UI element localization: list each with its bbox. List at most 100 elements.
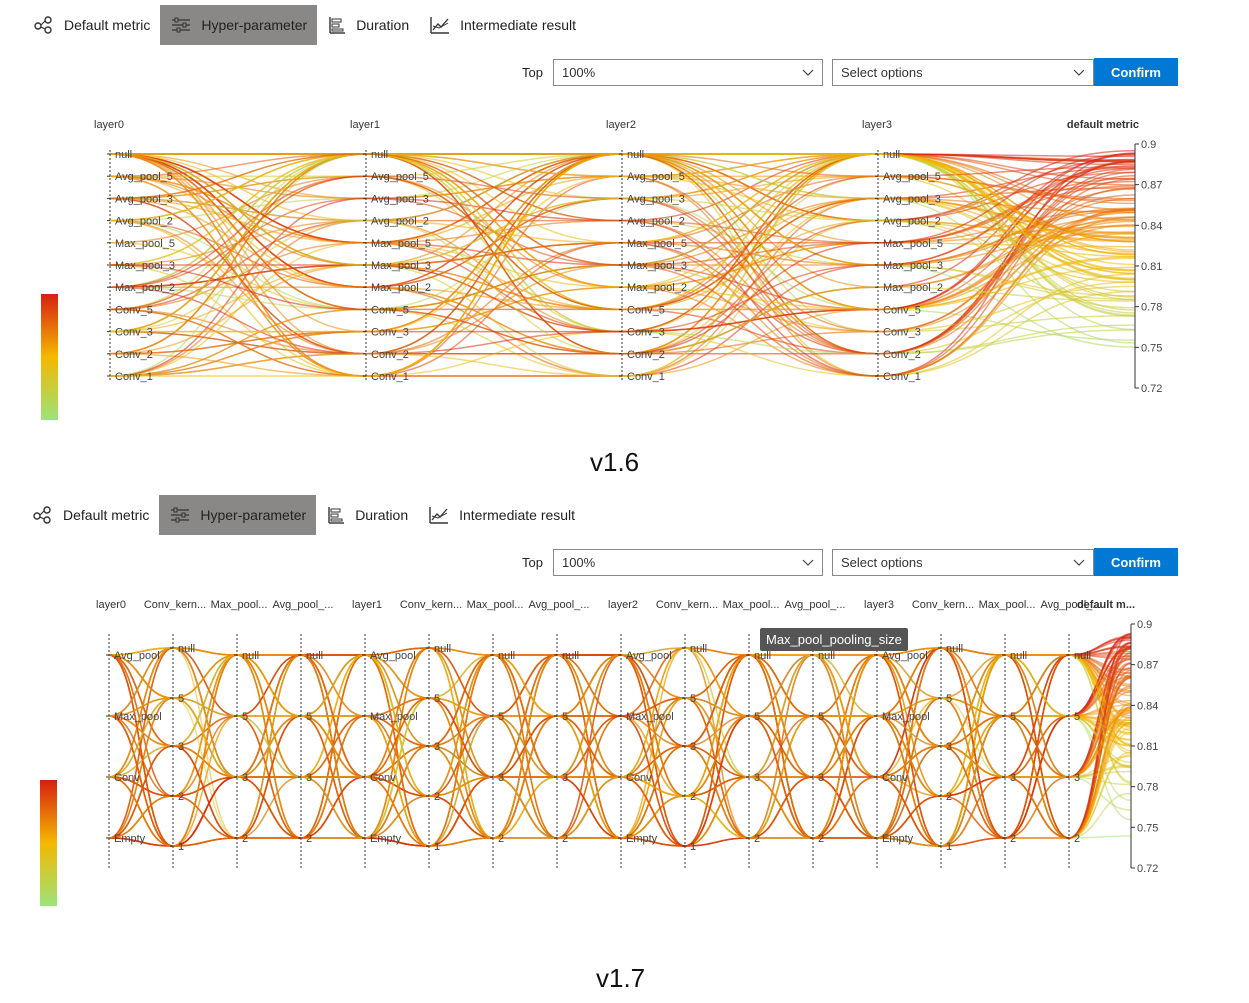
axis-title: default metric [1067, 119, 1139, 131]
trial-line[interactable] [109, 219, 1136, 355]
category-tick-label: Conv_3 [883, 327, 921, 339]
tab-duration[interactable]: Duration [316, 495, 418, 535]
parallel-coordinates-chart[interactable]: Avg_pool Max_pool Conv Empty layer0 null 5 3 2 1 C… [19, 598, 1220, 918]
top-select[interactable]: 100% [552, 58, 823, 86]
trial-line[interactable] [108, 654, 1132, 847]
options-select[interactable]: Select options [831, 548, 1094, 576]
axis-title: layer1 [352, 599, 382, 611]
category-tick-label: 3 [1074, 772, 1080, 784]
trial-line[interactable] [108, 654, 1132, 847]
trial-line[interactable] [108, 654, 1132, 847]
trial-line[interactable] [108, 654, 1132, 847]
trial-line[interactable] [109, 153, 1136, 311]
category-tick-label: 3 [818, 772, 824, 784]
options-select[interactable]: Select options [831, 58, 1094, 86]
trial-line[interactable] [108, 654, 1132, 847]
trial-line[interactable] [108, 654, 1132, 847]
trial-line[interactable] [108, 654, 1132, 847]
trial-line[interactable] [108, 654, 1132, 847]
trial-line[interactable] [108, 654, 1132, 847]
trial-line[interactable] [108, 654, 1132, 847]
trial-line[interactable] [108, 654, 1132, 847]
category-tick-label: 5 [1010, 711, 1016, 723]
trial-line[interactable] [108, 647, 1132, 839]
category-tick-label: Avg_pool_3 [627, 193, 685, 205]
trial-line[interactable] [108, 654, 1132, 847]
bar-list-icon [326, 505, 346, 525]
top-label: Top [522, 64, 543, 80]
axis-title: Conv_kern... [912, 599, 974, 611]
filter-controls: Top 100% Select options Confirm [522, 548, 1178, 576]
category-tick-label: 2 [306, 833, 312, 845]
category-axis: null 5 3 2 [298, 634, 323, 868]
trial-line[interactable] [109, 208, 1136, 355]
trial-line[interactable] [108, 654, 1132, 847]
trial-line[interactable] [108, 654, 1132, 847]
trial-line[interactable] [108, 654, 1132, 847]
trial-line[interactable] [109, 153, 1136, 311]
trial-line[interactable] [109, 153, 1136, 377]
tab-intermediate-result[interactable]: Intermediate result [419, 5, 586, 45]
category-tick-label: Conv_2 [115, 349, 153, 361]
trial-line[interactable] [108, 654, 1132, 847]
trial-line[interactable] [108, 647, 1132, 797]
axis-title: layer3 [864, 599, 894, 611]
category-tick-label: null [818, 650, 835, 662]
trial-line[interactable] [108, 654, 1132, 847]
category-tick-label: Max_pool_5 [115, 238, 175, 250]
parallel-coordinates-chart[interactable]: null Avg_pool_5 Avg_pool_3 Avg_pool_2 Max_po… [19, 108, 1222, 428]
metric-tick-label: 0.72 [1141, 383, 1162, 395]
trial-line[interactable] [108, 654, 1132, 847]
chevron-down-icon [802, 69, 814, 76]
trial-line[interactable] [108, 654, 1132, 847]
trial-lines [108, 632, 1132, 847]
trial-line[interactable] [108, 654, 1132, 847]
category-tick-label: Max_pool [626, 711, 674, 723]
graph-nodes-icon [32, 505, 54, 525]
top-select[interactable]: 100% [552, 548, 823, 576]
category-tick-label: Conv [114, 772, 140, 784]
trial-line[interactable] [108, 654, 1132, 847]
trial-line[interactable] [108, 654, 1132, 839]
trial-line[interactable] [108, 654, 1132, 847]
trial-line[interactable] [108, 654, 1132, 847]
metric-tick-label: 0.84 [1141, 220, 1162, 232]
tab-default-metric[interactable]: Default metric [23, 5, 160, 45]
confirm-button[interactable]: Confirm [1093, 548, 1178, 576]
category-tick-label: Empty [882, 833, 914, 845]
trial-line[interactable] [109, 153, 1136, 355]
tab-hyper-parameter[interactable]: Hyper-parameter [159, 495, 317, 535]
trial-line[interactable] [108, 654, 1132, 847]
trial-line[interactable] [108, 654, 1132, 847]
trial-line[interactable] [108, 654, 1132, 847]
trial-line[interactable] [109, 175, 1136, 355]
trial-line[interactable] [108, 654, 1132, 847]
category-tick-label: Avg_pool [882, 650, 928, 662]
trial-line[interactable] [109, 153, 1136, 355]
trial-line[interactable] [108, 654, 1132, 847]
category-tick-label: Avg_pool [370, 650, 416, 662]
trial-line[interactable] [108, 654, 1132, 847]
tab-label: Intermediate result [460, 17, 577, 33]
trial-line[interactable] [108, 654, 1132, 847]
category-axis: null 5 3 2 [554, 634, 579, 868]
tab-default-metric[interactable]: Default metric [22, 495, 159, 535]
trial-line[interactable] [108, 654, 1132, 847]
trial-line[interactable] [108, 654, 1132, 847]
axis-title: Max_pool... [211, 599, 268, 611]
trial-line[interactable] [108, 654, 1132, 847]
axis-title: layer2 [606, 119, 636, 131]
tab-intermediate-result[interactable]: Intermediate result [418, 495, 585, 535]
trial-line[interactable] [108, 654, 1132, 847]
trial-line[interactable] [108, 654, 1132, 847]
trial-line[interactable] [108, 654, 1132, 847]
confirm-button[interactable]: Confirm [1093, 58, 1178, 86]
top-select-value: 100% [561, 64, 596, 80]
panel-v16: Default metric Hyper-parameter Duration … [19, 4, 1222, 438]
tab-duration[interactable]: Duration [317, 5, 419, 45]
trial-line[interactable] [109, 153, 1136, 266]
category-tick-label: 2 [1074, 833, 1080, 845]
trial-line[interactable] [108, 654, 1132, 847]
colorbar-gradient [41, 294, 58, 420]
tab-hyper-parameter[interactable]: Hyper-parameter [160, 5, 318, 45]
